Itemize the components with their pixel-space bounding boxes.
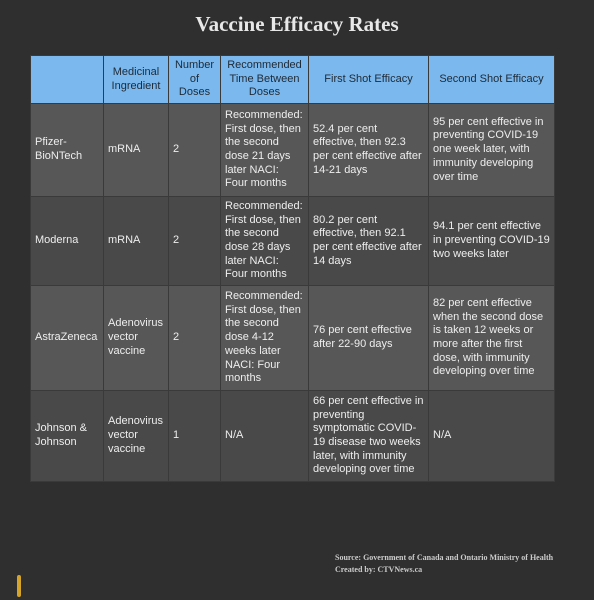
source: Source: Government of Canada and Ontario… [335,553,554,562]
table-cell: 95 per cent effective in preventing COVI… [428,103,555,197]
header-cell: First Shot Efficacy [308,55,429,104]
table-cell: Johnson & Johnson [30,390,104,482]
table-cell: N/A [428,390,555,482]
table-cell: 82 per cent effective when the second do… [428,285,555,391]
table-cell: 2 [168,103,221,197]
efficacy-table: Medicinal Ingredient Number of Doses Recom… [30,55,555,482]
header-cell: Second Shot Efficacy [428,55,555,104]
table-cell: 80.2 per cent effective, then 92.1 per c… [308,196,429,286]
table-cell: Recommended: First dose, then the second… [220,285,309,391]
header-cell: Recommended Time Between Doses [220,55,309,104]
table-row: AstraZeneca Adenovirus vector vaccine 2 Rec… [30,285,555,391]
table-cell: mRNA [103,103,169,197]
table-row: Pfizer-BioNTech mRNA 2 Recommended: First d… [30,103,555,197]
header-cell [30,55,104,104]
accent-bar [17,575,21,597]
table-row: Johnson & Johnson Adenovirus vector vacci… [30,390,555,482]
table-cell: Adenovirus vector vaccine [103,390,169,482]
table-cell: Recommended: First dose, then the second… [220,103,309,197]
table-cell: 1 [168,390,221,482]
table-cell: Recommended: First dose, then the second… [220,196,309,286]
table-cell: 94.1 per cent effective in preventing CO… [428,196,555,286]
table-cell: Moderna [30,196,104,286]
table-cell: Adenovirus vector vaccine [103,285,169,391]
table-cell: Pfizer-BioNTech [30,103,104,197]
title: Vaccine Efficacy Rates [195,12,399,36]
table-cell: 2 [168,196,221,286]
header-row: Medicinal Ingredient Number of Doses Recom… [30,55,555,104]
table-cell: 66 per cent effective in preventing symp… [308,390,429,482]
table-cell: 52.4 per cent effective, then 92.3 per c… [308,103,429,197]
table-cell: 2 [168,285,221,391]
table-cell: 76 per cent effective after 22-90 days [308,285,429,391]
table-cell: N/A [220,390,309,482]
credit: Created by: CTVNews.ca [335,565,423,574]
header-cell: Number of Doses [168,55,221,104]
table-row: Moderna mRNA 2 Recommended: First dose, the… [30,196,555,286]
table-cell: mRNA [103,196,169,286]
table-cell: AstraZeneca [30,285,104,391]
header-cell: Medicinal Ingredient [103,55,169,104]
